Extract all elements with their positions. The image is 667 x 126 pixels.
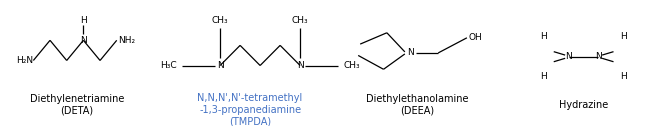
Text: N: N bbox=[217, 61, 223, 70]
Text: H: H bbox=[540, 32, 547, 41]
Text: N: N bbox=[80, 36, 87, 45]
Text: H: H bbox=[620, 32, 627, 41]
Text: N: N bbox=[595, 52, 602, 61]
Text: NH₂: NH₂ bbox=[118, 36, 135, 45]
Text: Hydrazine: Hydrazine bbox=[559, 100, 608, 110]
Text: CH₃: CH₃ bbox=[212, 16, 228, 25]
Text: OH: OH bbox=[469, 33, 483, 42]
Text: N,N,N',N'-tetramethyl
-1,3-propanediamine
(TMPDA): N,N,N',N'-tetramethyl -1,3-propanediamin… bbox=[197, 93, 303, 126]
Text: CH₃: CH₃ bbox=[344, 61, 360, 70]
Text: H: H bbox=[80, 16, 87, 25]
Text: N: N bbox=[407, 48, 414, 57]
Text: Diethylethanolamine
(DEEA): Diethylethanolamine (DEEA) bbox=[366, 94, 468, 115]
Text: H₂N: H₂N bbox=[16, 56, 33, 65]
Text: CH₃: CH₃ bbox=[292, 16, 308, 25]
Text: H: H bbox=[620, 72, 627, 81]
Text: N: N bbox=[566, 52, 572, 61]
Text: N: N bbox=[297, 61, 303, 70]
Text: H₃C: H₃C bbox=[160, 61, 177, 70]
Text: Diethylenetriamine
(DETA): Diethylenetriamine (DETA) bbox=[29, 94, 124, 115]
Text: H: H bbox=[540, 72, 547, 81]
